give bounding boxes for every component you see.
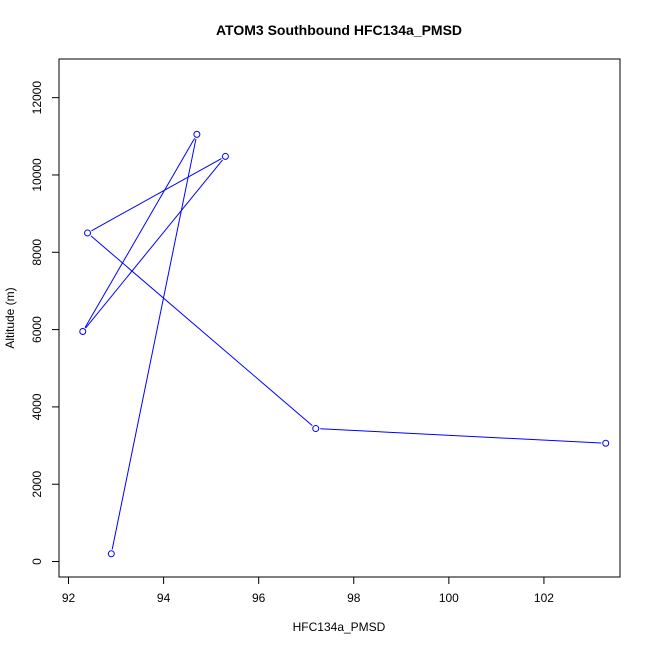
series-line-segment (320, 428, 602, 444)
y-tick-label: 10000 (30, 158, 44, 192)
plot-area (58, 58, 621, 578)
y-tick-label: 8000 (30, 239, 44, 266)
data-point (193, 130, 201, 138)
data-point (221, 152, 229, 160)
x-axis-label: HFC134a_PMSD (293, 620, 386, 634)
x-tick-label: 94 (157, 591, 171, 605)
x-tick-label: 96 (252, 591, 266, 605)
x-tick-label: 92 (62, 591, 76, 605)
data-point (107, 550, 115, 558)
data-point (602, 439, 610, 447)
x-tick-label: 102 (534, 591, 554, 605)
series-group (79, 130, 610, 558)
chart-title: ATOM3 Southbound HFC134a_PMSD (216, 22, 462, 38)
series-line-segment (84, 138, 196, 328)
series-line-segment (91, 158, 222, 232)
y-tick-label: 4000 (30, 393, 44, 420)
data-point (312, 425, 320, 433)
y-tick-label: 0 (30, 558, 44, 565)
data-point (84, 229, 92, 237)
data-point (79, 328, 87, 336)
x-tick-label: 100 (439, 591, 459, 605)
x-tick-label: 98 (347, 591, 361, 605)
series-line-segment (90, 235, 313, 427)
y-axis-ticks: 0 2000 4000 6000 8000 10000 12000 (30, 81, 59, 565)
series-line-segment (85, 159, 223, 329)
y-tick-label: 6000 (30, 316, 44, 343)
y-tick-label: 12000 (30, 81, 44, 115)
series-line-segment (111, 138, 197, 550)
y-tick-label: 2000 (30, 471, 44, 498)
y-axis-label: Altitude (m) (3, 287, 17, 348)
x-axis-ticks: 92 94 96 98 100 102 (62, 577, 554, 605)
